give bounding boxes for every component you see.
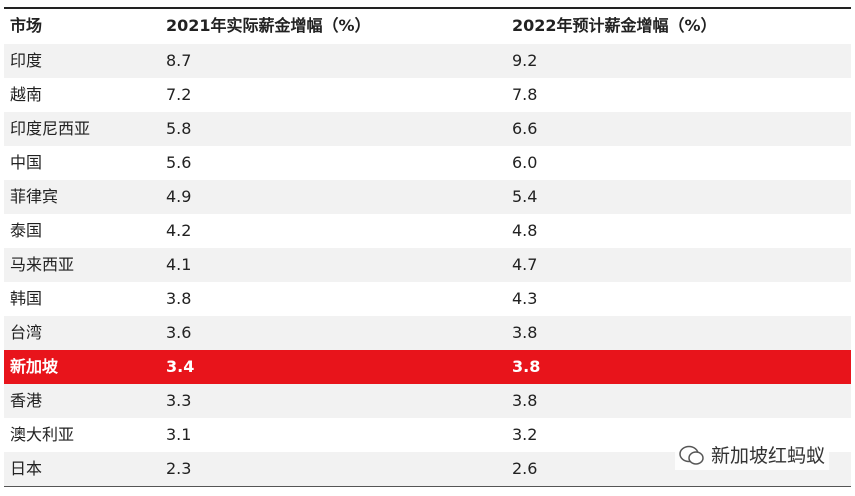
table-cell: 马来西亚 [10, 255, 75, 274]
table-cell: 4.9 [166, 187, 192, 206]
table-cell: 3.1 [166, 425, 192, 444]
table-cell: 泰国 [10, 221, 43, 240]
table-cell: 韩国 [10, 289, 43, 308]
table-cell: 5.8 [166, 119, 192, 138]
table-row: 印度 8.7 9.2 [4, 44, 851, 78]
table-cell: 7.2 [166, 85, 192, 104]
table-row: 日本 2.3 2.6 [4, 452, 851, 486]
table-cell: 5.6 [166, 153, 192, 172]
table-cell: 7.8 [512, 85, 538, 104]
table-cell: 3.2 [512, 425, 538, 444]
table-cell: 6.0 [512, 153, 538, 172]
table-cell: 4.8 [512, 221, 538, 240]
table-row: 印度尼西亚 5.8 6.6 [4, 112, 851, 146]
table-cell: 新加坡 [10, 357, 59, 376]
table-cell: 5.4 [512, 187, 538, 206]
table-row: 中国 5.6 6.0 [4, 146, 851, 180]
table-cell: 3.8 [512, 323, 538, 342]
table-cell: 3.8 [512, 357, 541, 376]
table-cell: 6.6 [512, 119, 538, 138]
header-cell: 市场 [10, 16, 43, 35]
table-cell: 2.6 [512, 459, 538, 478]
wechat-icon [679, 445, 704, 465]
header-row: 市场 2021年实际薪金增幅（%） 2022年预计薪金增幅（%） [4, 9, 851, 44]
watermark-text: 新加坡红蚂蚁 [710, 445, 825, 467]
salary-table: 市场 2021年实际薪金增幅（%） 2022年预计薪金增幅（%） 印度 8.7 9.2 越南… [4, 7, 851, 487]
table-cell: 3.8 [512, 391, 538, 410]
table-row: 澳大利亚 3.1 3.2 [4, 418, 851, 452]
table-cell: 2.3 [166, 459, 192, 478]
table-row: 台湾 3.6 3.8 [4, 316, 851, 350]
table-cell: 9.2 [512, 51, 538, 70]
table-cell: 8.7 [166, 51, 192, 70]
table-cell: 4.3 [512, 289, 538, 308]
table-row: 香港 3.3 3.8 [4, 384, 851, 418]
table-cell: 3.4 [166, 357, 195, 376]
table-cell: 台湾 [10, 323, 43, 342]
table-cell: 3.3 [166, 391, 192, 410]
table-cell: 日本 [10, 459, 43, 478]
table-row: 新加坡 3.4 3.8 [4, 350, 851, 384]
table-row: 泰国 4.2 4.8 [4, 214, 851, 248]
table-cell: 3.8 [166, 289, 192, 308]
table-cell: 菲律宾 [10, 187, 59, 206]
watermark: 新加坡红蚂蚁 [674, 439, 829, 470]
table-row: 越南 7.2 7.8 [4, 78, 851, 112]
table-row: 马来西亚 4.1 4.7 [4, 248, 851, 282]
table-cell: 3.6 [166, 323, 192, 342]
table-cell: 澳大利亚 [10, 425, 75, 444]
table-cell: 香港 [10, 391, 43, 410]
table-cell: 中国 [10, 153, 43, 172]
table-row: 韩国 3.8 4.3 [4, 282, 851, 316]
table-cell: 4.2 [166, 221, 192, 240]
table-row: 菲律宾 4.9 5.4 [4, 180, 851, 214]
table-cell: 越南 [10, 85, 43, 104]
table-cell: 4.7 [512, 255, 538, 274]
table-cell: 印度尼西亚 [10, 119, 91, 138]
table-cell: 4.1 [166, 255, 192, 274]
header-cell: 2022年预计薪金增幅（%） [512, 16, 717, 35]
header-cell: 2021年实际薪金增幅（%） [166, 16, 371, 35]
table-cell: 印度 [10, 51, 43, 70]
